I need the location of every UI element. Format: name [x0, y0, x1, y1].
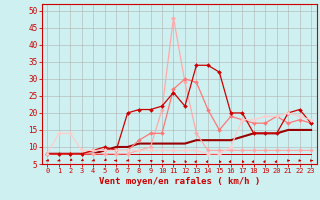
X-axis label: Vent moyen/en rafales ( km/h ): Vent moyen/en rafales ( km/h ) — [99, 177, 260, 186]
